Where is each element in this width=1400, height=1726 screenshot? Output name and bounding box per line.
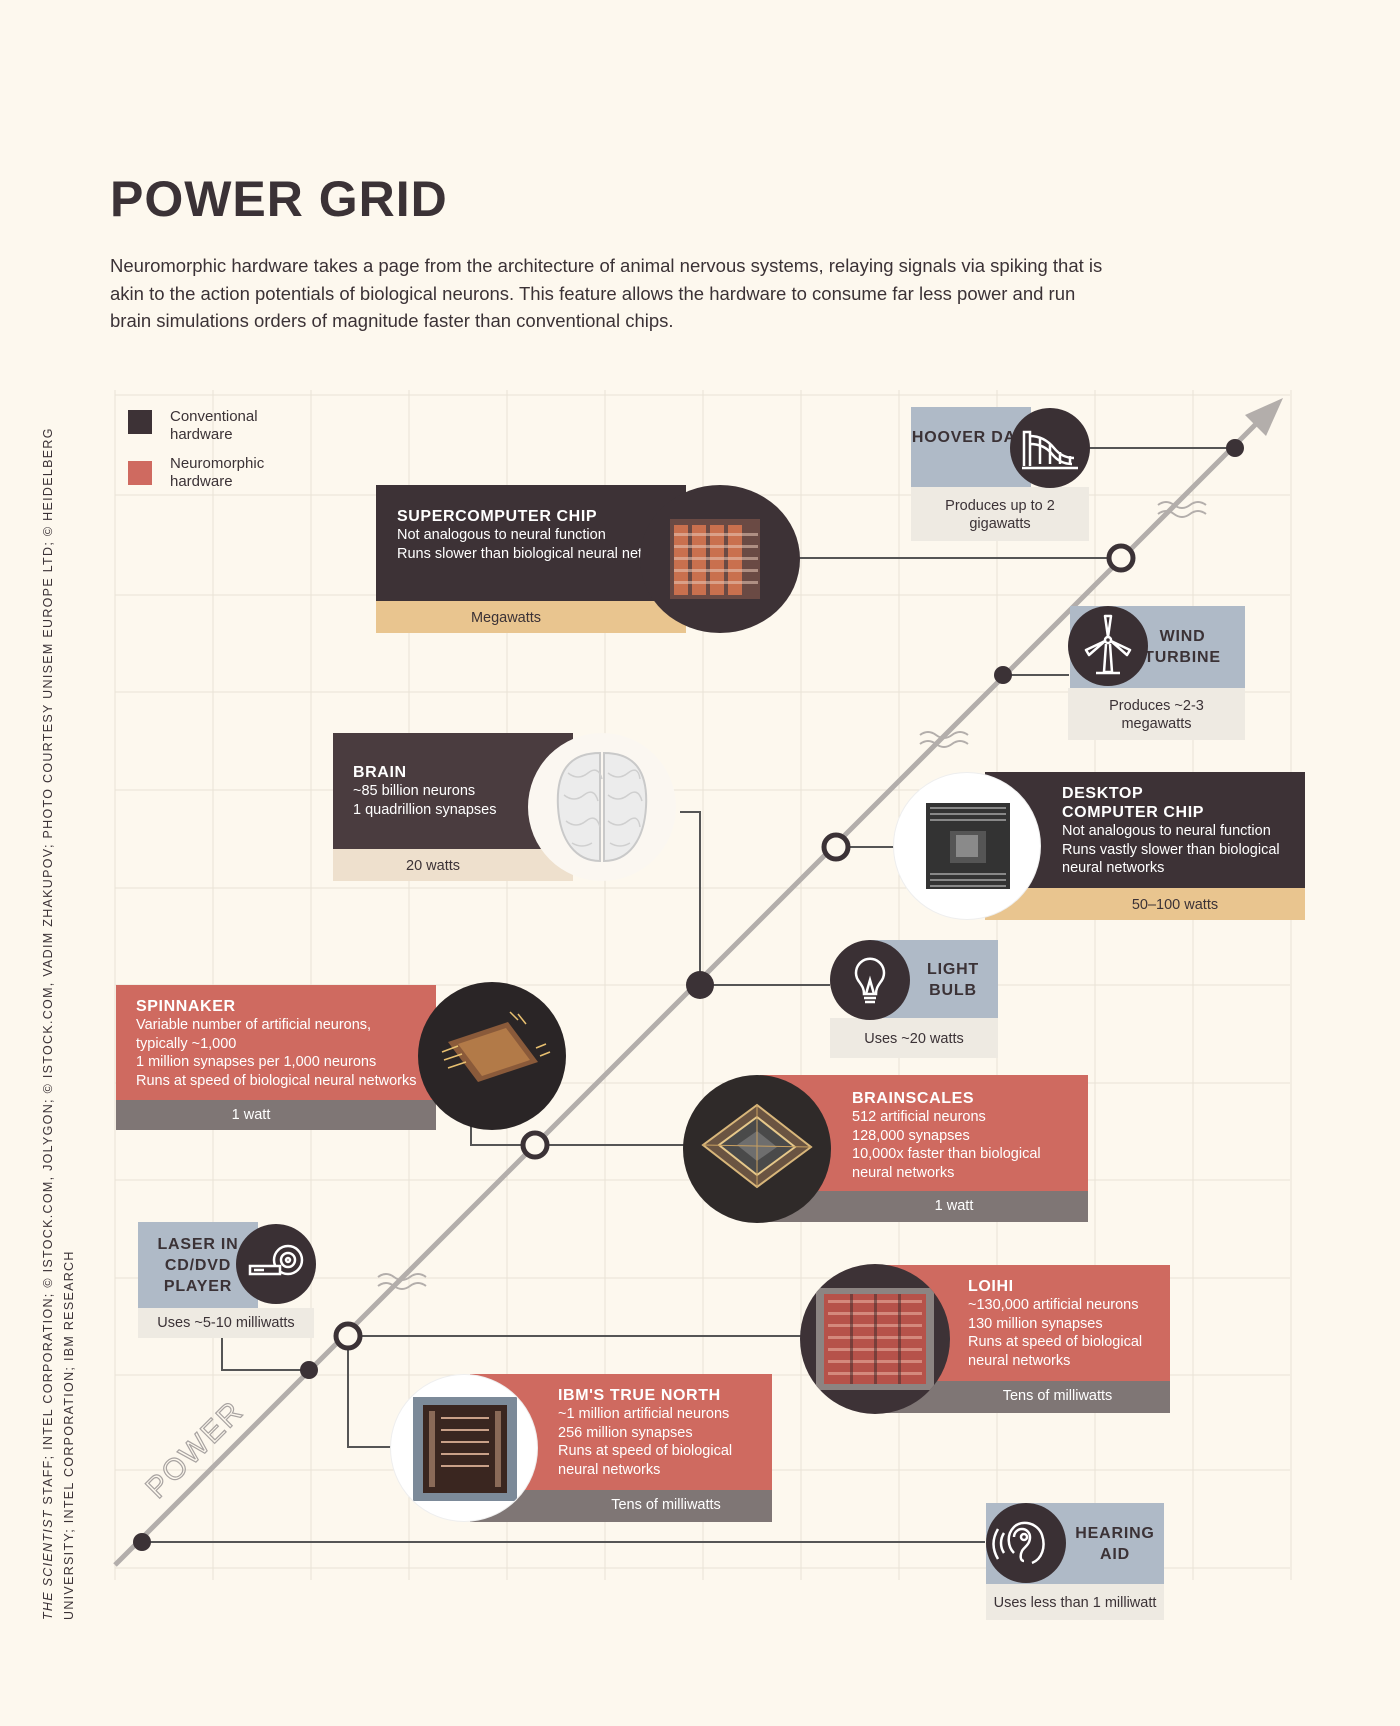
laser-note-text: Uses ~5-10 milliwatts	[157, 1315, 295, 1331]
brain-line-1: ~85 billion neurons	[353, 783, 476, 799]
hoover-title: HOOVER DAM	[911, 429, 1031, 446]
brainscales-line-1: 512 artificial neurons	[852, 1109, 986, 1125]
laser-note: Uses ~5-10 milliwatts	[138, 1308, 314, 1338]
axis-break-marks	[377, 501, 1207, 1290]
brainscales-line-2: 128,000 synapses	[852, 1127, 970, 1144]
laser-title: LASER IN CD/DVD PLAYER	[157, 1236, 239, 1295]
desktop-title: DESKTOP COMPUTER CHIP	[1062, 785, 1205, 821]
brain-line-2: 1 quadrillion synapses	[353, 801, 497, 818]
point-hearing	[133, 1533, 151, 1551]
brainscales-power-text: 1 watt	[934, 1198, 974, 1214]
bulb-note-text: Uses ~20 watts	[864, 1031, 964, 1047]
brain-title: BRAIN	[353, 764, 407, 781]
desktop-power-text: 50–100 watts	[1131, 897, 1219, 913]
point-hoover	[1226, 439, 1244, 457]
point-laser	[300, 1361, 318, 1379]
loihi-line-1: ~130,000 artificial neurons	[968, 1297, 1139, 1313]
brainscales-title: BRAINSCALES	[852, 1090, 975, 1107]
brainscales-line-3: 10,000x faster than biological neural ne…	[852, 1146, 1041, 1181]
axis-points	[133, 439, 1244, 1551]
wind-note: Produces ~2-3 megawatts	[1068, 688, 1245, 740]
hearing-title: HEARING AID	[1075, 1525, 1155, 1563]
point-spinnaker-brainscales	[520, 1130, 550, 1160]
spinnaker-line-1: Variable number of artificial neurons, t…	[136, 1017, 372, 1052]
truenorth-line-2: 256 million synapses	[558, 1424, 693, 1441]
truenorth-power: Tens of milliwatts	[470, 1490, 772, 1522]
desktop-power: 50–100 watts	[985, 888, 1305, 920]
loihi-chip-image	[800, 1264, 950, 1414]
loihi-title: LOIHI	[968, 1278, 1014, 1295]
brainscales-power: 1 watt	[760, 1191, 1088, 1222]
spinnaker-chip-image	[418, 982, 566, 1130]
hearing-note-text: Uses less than 1 milliwatt	[993, 1595, 1157, 1611]
spinnaker-power: 1 watt	[116, 1100, 436, 1130]
point-wind	[994, 666, 1012, 684]
desktop-chip-image	[893, 772, 1041, 920]
hoover-note: Produces up to 2 gigawatts	[911, 487, 1089, 541]
legend-swatch-neuromorphic	[128, 461, 152, 485]
supercomputer-title: SUPERCOMPUTER CHIP	[397, 508, 598, 525]
spinnaker-line-2: 1 million synapses per 1,000 neurons	[136, 1054, 377, 1070]
supercomputer-line-2: Runs slower than biological neural netwo…	[397, 545, 680, 562]
supercomputer-panel: SUPERCOMPUTER CHIP Not analogous to neur…	[376, 485, 686, 601]
desktop-panel: DESKTOP COMPUTER CHIP Not analogous to n…	[985, 772, 1305, 888]
dam-icon	[1010, 408, 1090, 488]
legend-label-neuromorphic: Neuromorphic hardware	[170, 455, 265, 490]
truenorth-title: IBM'S TRUE NORTH	[558, 1387, 721, 1404]
supercomputer-power: Megawatts	[376, 601, 686, 633]
spinnaker-panel: SPINNAKER Variable number of artificial …	[116, 985, 436, 1100]
loihi-line-3: Runs at speed of biological neural netwo…	[968, 1334, 1143, 1369]
supercomputer-line-1: Not analogous to neural function	[397, 527, 606, 543]
light-bulb-icon	[830, 940, 910, 1020]
loihi-line-2: 130 million synapses	[968, 1315, 1103, 1332]
intro-paragraph: Neuromorphic hardware takes a page from …	[110, 255, 1103, 331]
supercomputer-power-text: Megawatts	[470, 610, 542, 626]
page-title: POWER GRID	[110, 171, 448, 227]
desktop-line-2: Runs vastly slower than biological neura…	[1062, 841, 1280, 877]
desktop-line-1: Not analogous to neural function	[1062, 823, 1271, 839]
loihi-power-text: Tens of milliwatts	[1002, 1388, 1113, 1404]
hearing-aid-icon	[986, 1503, 1066, 1583]
supercomputer-chip-image	[640, 485, 800, 633]
brain-power-text: 20 watts	[406, 858, 460, 874]
point-brain-bulb	[686, 971, 714, 999]
legend-swatch-conventional	[128, 410, 152, 434]
truenorth-line-3: Runs at speed of biological neural netwo…	[558, 1443, 733, 1478]
brain-power: 20 watts	[333, 849, 573, 881]
brainscales-chip-image	[683, 1075, 831, 1223]
wind-turbine-icon	[1068, 606, 1148, 686]
bulb-title: LIGHT BULB	[927, 961, 979, 999]
hearing-note: Uses less than 1 milliwatt	[986, 1584, 1164, 1620]
wind-title: WIND TURBINE	[1144, 628, 1221, 666]
axis-arrowhead	[1245, 398, 1283, 436]
spinnaker-line-3: Runs at speed of biological neural netwo…	[136, 1072, 417, 1089]
loihi-panel: LOIHI ~130,000 artificial neurons 130 mi…	[885, 1265, 1170, 1381]
truenorth-power-text: Tens of milliwatts	[611, 1497, 721, 1513]
point-desktop	[821, 832, 851, 862]
spinnaker-power-text: 1 watt	[231, 1107, 271, 1123]
truenorth-line-1: ~1 million artificial neurons	[558, 1406, 730, 1422]
brain-image	[528, 733, 676, 881]
cd-laser-icon	[236, 1224, 316, 1304]
truenorth-chip-image	[390, 1374, 538, 1522]
legend-label-conventional: Conventional hardware	[170, 408, 258, 443]
spinnaker-title: SPINNAKER	[136, 998, 236, 1015]
point-loihi-truenorth	[333, 1321, 363, 1351]
point-supercomputer	[1106, 543, 1136, 573]
wind-note-text: Produces ~2-3 megawatts	[1109, 698, 1204, 732]
hoover-note-text: Produces up to 2 gigawatts	[945, 498, 1055, 532]
bulb-note: Uses ~20 watts	[830, 1018, 998, 1058]
